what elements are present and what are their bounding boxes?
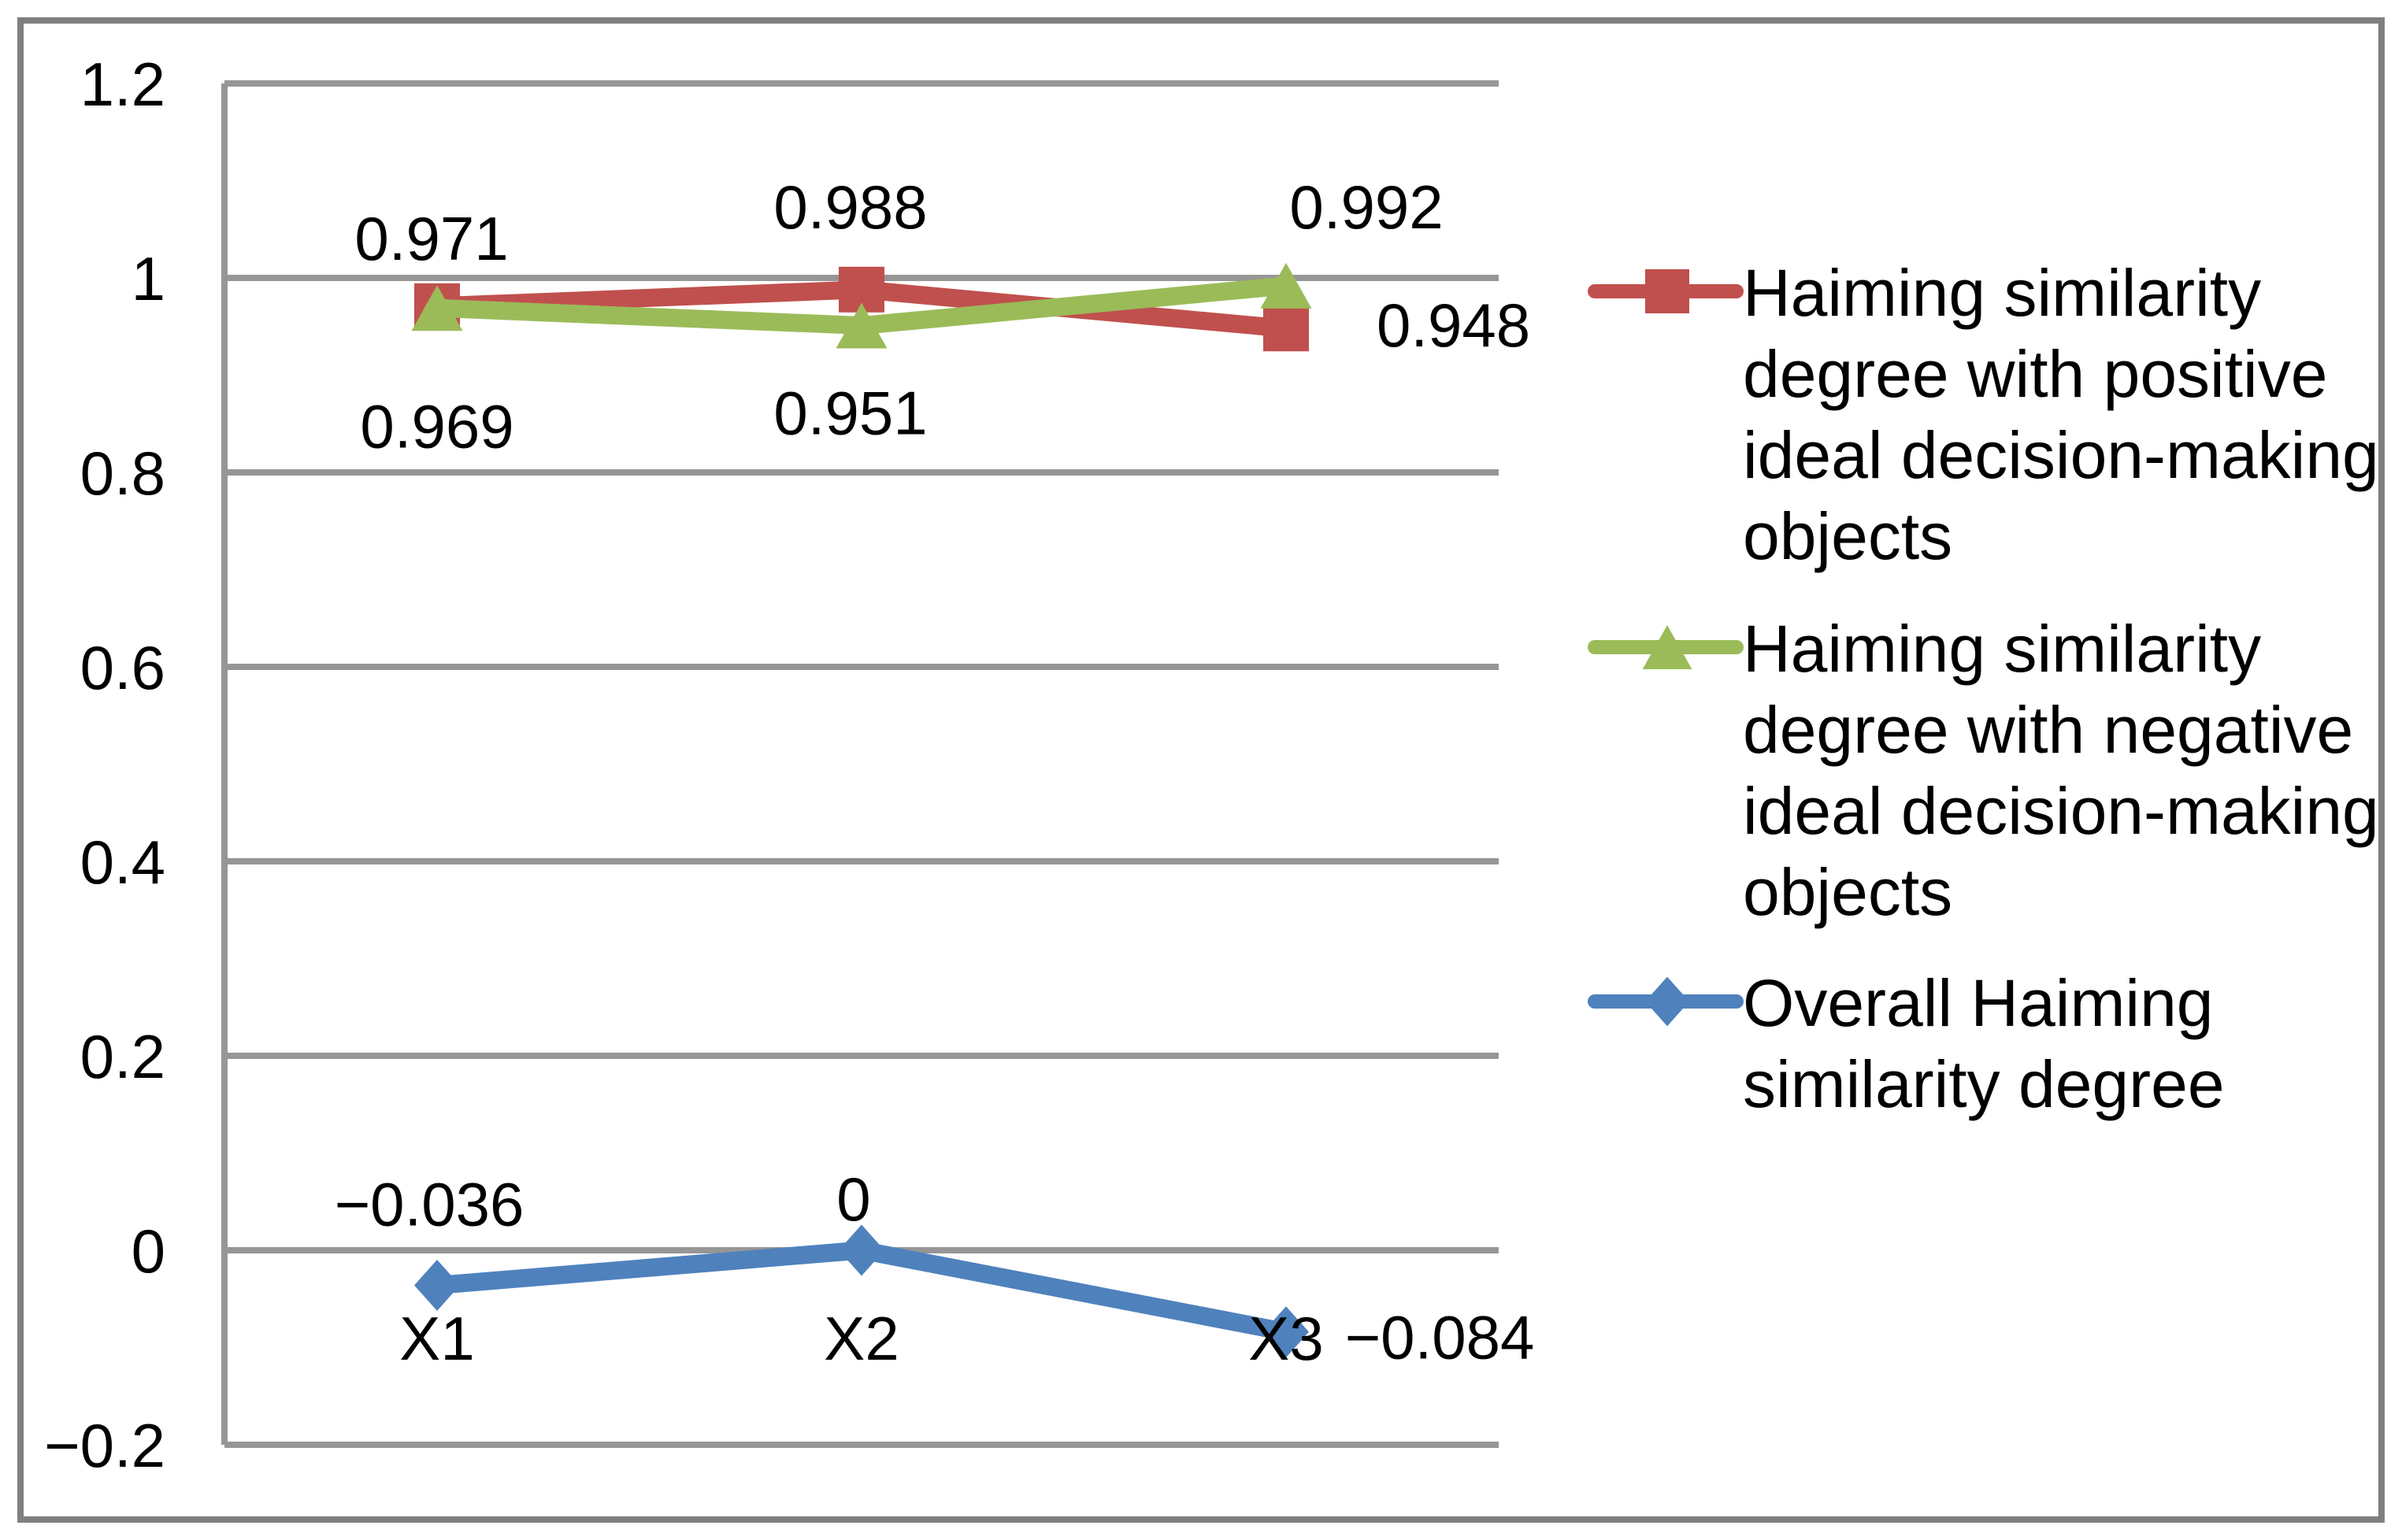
legend-label-line: similarity degree — [1743, 1047, 2225, 1121]
series-marker-triangle — [1260, 262, 1312, 309]
data-label: 0.988 — [773, 172, 927, 242]
y-tick-label: 0 — [132, 1216, 165, 1286]
series-marker-diamond — [1263, 1306, 1309, 1358]
y-tick-label: 0.6 — [80, 633, 165, 702]
legend-label-line: objects — [1743, 499, 1952, 573]
legend-label-line: Haiming similarity — [1743, 612, 2261, 686]
series-triangle — [411, 262, 1312, 349]
category-label: X3 — [1248, 1304, 1323, 1373]
category-label: X2 — [824, 1304, 899, 1373]
figure-border — [17, 17, 2385, 1523]
data-label: 0.951 — [773, 379, 927, 448]
data-label: 0.948 — [1377, 291, 1530, 360]
series-marker-triangle — [836, 302, 888, 349]
y-tick-label: 1 — [132, 244, 165, 313]
data-label: 0 — [836, 1164, 870, 1234]
y-tick-label: 1.2 — [80, 50, 165, 119]
data-label: −0.084 — [1345, 1303, 1535, 1372]
series-marker-triangle — [411, 285, 463, 331]
legend-label-line: Overall Haiming — [1743, 966, 2214, 1040]
legend-label-line: Haiming similarity — [1743, 256, 2261, 330]
y-tick-label: 0.4 — [80, 827, 165, 897]
y-tick-label: −0.2 — [44, 1411, 165, 1480]
data-label: 0.969 — [360, 391, 513, 461]
series-marker-triangle — [1642, 625, 1692, 669]
y-tick-label: 0.2 — [80, 1022, 165, 1091]
legend-label-line: objects — [1743, 855, 1952, 929]
y-tick-label: 0.8 — [80, 439, 165, 508]
data-label: −0.036 — [335, 1169, 525, 1238]
series-marker-diamond — [414, 1259, 460, 1311]
series-marker-diamond — [1645, 976, 1689, 1027]
legend-label-line: ideal decision-making — [1743, 418, 2379, 492]
legend-label-line: degree with positive — [1743, 337, 2327, 411]
series-layer — [411, 262, 1312, 1358]
series-diamond — [414, 1224, 1309, 1358]
labels-layer: 0.971 0.988 0.948 0.969 0.951 0.992 −0.036 0 −0.… — [335, 172, 1535, 1373]
data-label: 0.992 — [1289, 172, 1443, 242]
series-marker-square — [1645, 269, 1689, 313]
legend-label-line: ideal decision-making — [1743, 774, 2379, 848]
y-axis: 1.2 1 0.8 0.6 0.4 0.2 0 −0.2 — [44, 50, 228, 1480]
category-label: X1 — [399, 1304, 474, 1373]
series-marker-square — [1263, 305, 1309, 352]
data-label: 0.971 — [354, 204, 508, 273]
legend-label-line: degree with negative — [1743, 693, 2353, 767]
series-marker-diamond — [839, 1224, 884, 1276]
